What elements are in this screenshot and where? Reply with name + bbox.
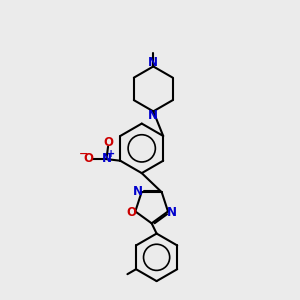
Text: −: − xyxy=(79,149,88,159)
Text: +: + xyxy=(107,149,115,160)
Text: O: O xyxy=(103,136,113,149)
Text: N: N xyxy=(102,152,112,165)
Text: N: N xyxy=(167,206,177,219)
Text: N: N xyxy=(148,56,158,69)
Text: O: O xyxy=(126,206,136,219)
Text: N: N xyxy=(133,185,142,198)
Text: N: N xyxy=(148,109,158,122)
Text: O: O xyxy=(83,152,93,165)
